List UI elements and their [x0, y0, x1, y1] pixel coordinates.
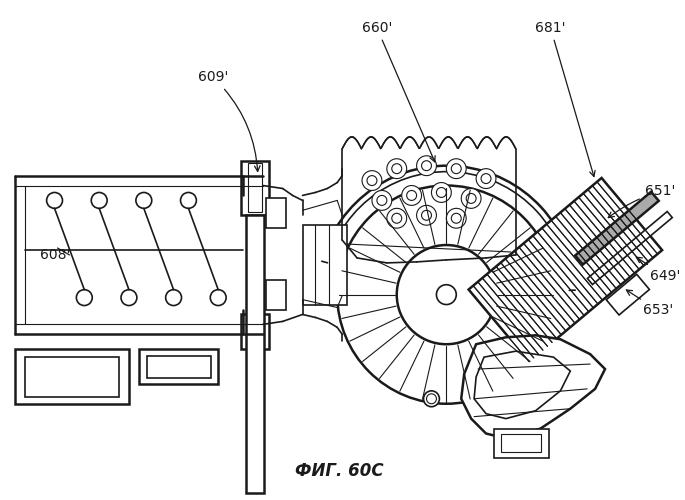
Bar — [266, 280, 286, 310]
Circle shape — [377, 196, 387, 205]
Circle shape — [423, 391, 439, 406]
Circle shape — [181, 192, 197, 208]
Text: 653': 653' — [626, 290, 673, 318]
Circle shape — [166, 290, 182, 306]
Text: 651': 651' — [608, 184, 675, 218]
Text: 660': 660' — [362, 21, 435, 162]
Circle shape — [392, 164, 401, 173]
Circle shape — [421, 210, 432, 220]
Circle shape — [76, 290, 92, 306]
Circle shape — [401, 186, 421, 206]
Polygon shape — [575, 192, 659, 264]
Polygon shape — [474, 351, 571, 418]
Circle shape — [91, 192, 107, 208]
Bar — [25, 357, 119, 397]
Circle shape — [362, 170, 382, 190]
Circle shape — [407, 190, 416, 200]
Text: 681': 681' — [535, 21, 595, 176]
Circle shape — [416, 206, 436, 225]
Circle shape — [367, 176, 377, 186]
Bar — [15, 349, 129, 404]
Circle shape — [447, 208, 466, 228]
Bar — [139, 349, 219, 384]
Circle shape — [372, 190, 392, 210]
Circle shape — [476, 168, 496, 188]
Bar — [241, 314, 269, 349]
Circle shape — [451, 164, 461, 173]
Circle shape — [397, 245, 496, 344]
Circle shape — [47, 192, 62, 208]
Text: 608': 608' — [40, 248, 70, 262]
Circle shape — [392, 214, 401, 223]
Text: ФИГ. 60С: ФИГ. 60С — [295, 462, 384, 480]
Circle shape — [461, 188, 481, 208]
Circle shape — [421, 160, 432, 170]
Circle shape — [416, 156, 436, 176]
Circle shape — [451, 214, 461, 223]
Bar — [266, 198, 286, 228]
Bar — [147, 356, 211, 378]
Circle shape — [136, 192, 152, 208]
Bar — [241, 160, 269, 216]
Circle shape — [436, 188, 447, 198]
Circle shape — [436, 284, 456, 304]
Polygon shape — [461, 336, 605, 438]
Circle shape — [387, 208, 407, 228]
Circle shape — [337, 186, 556, 404]
Polygon shape — [588, 212, 672, 284]
Text: 609': 609' — [198, 70, 260, 172]
Bar — [501, 434, 540, 452]
Circle shape — [427, 394, 436, 404]
Circle shape — [387, 158, 407, 178]
Bar — [248, 318, 262, 345]
Circle shape — [432, 182, 451, 203]
Bar — [303, 225, 347, 304]
Circle shape — [466, 194, 476, 203]
Bar — [494, 428, 549, 458]
Circle shape — [121, 290, 137, 306]
Bar — [248, 162, 262, 212]
Bar — [246, 216, 264, 493]
Circle shape — [210, 290, 226, 306]
Text: 649': 649' — [636, 257, 680, 283]
Polygon shape — [469, 178, 662, 362]
Circle shape — [481, 174, 491, 184]
Circle shape — [447, 158, 466, 178]
Polygon shape — [606, 274, 649, 315]
